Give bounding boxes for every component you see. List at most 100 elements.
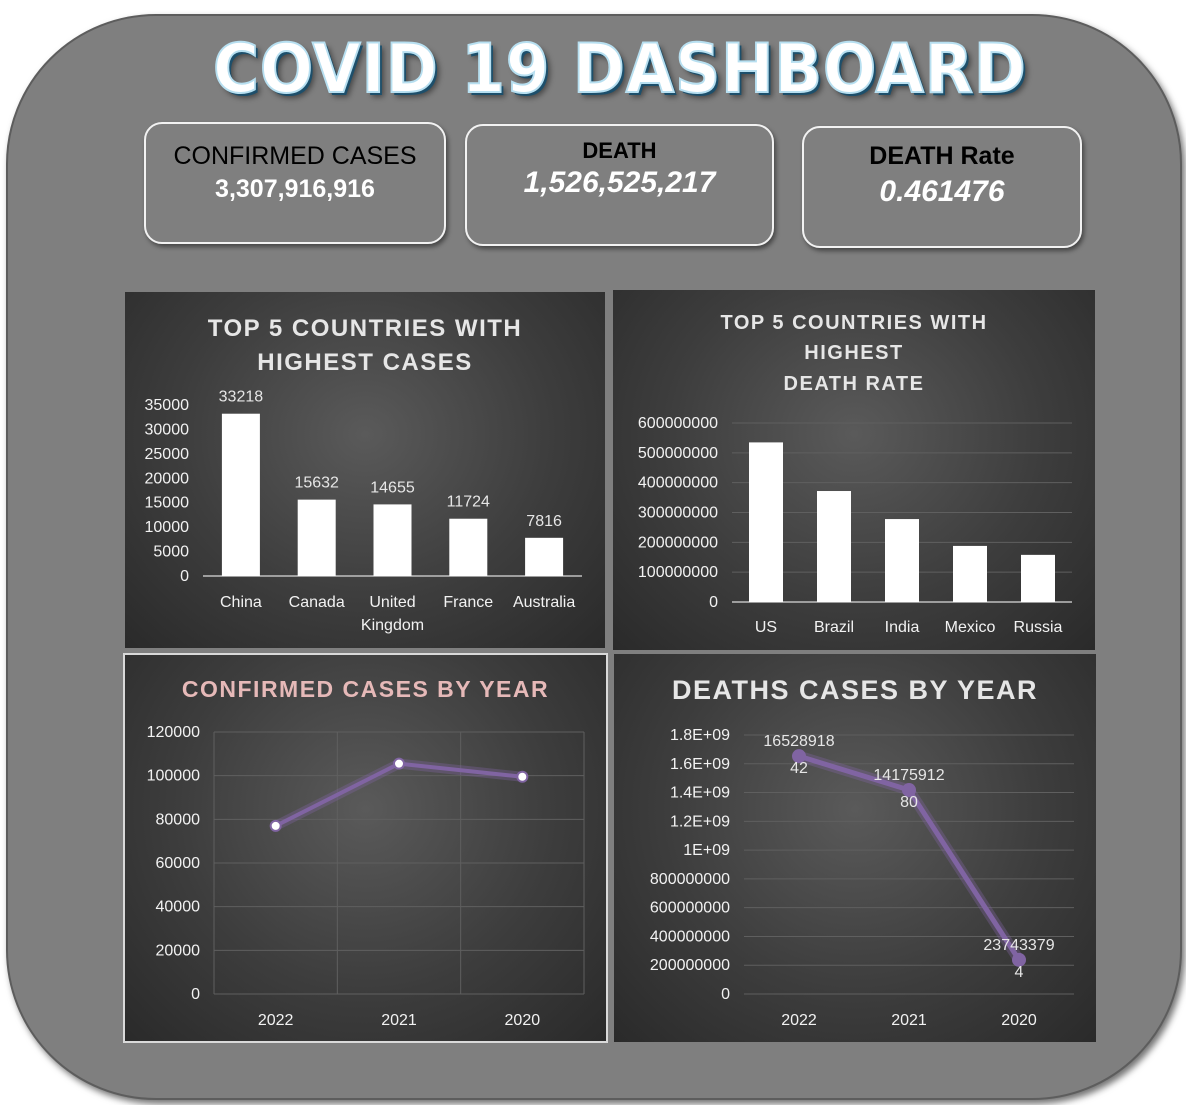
x-tick-label: 2020 <box>1001 1012 1037 1029</box>
bar <box>297 499 336 576</box>
x-tick-label: United <box>369 594 415 611</box>
data-label: 14655 <box>370 479 415 496</box>
y-tick-label: 35000 <box>145 397 190 414</box>
x-tick-label: US <box>755 619 777 636</box>
y-tick-label: 400000000 <box>650 928 730 945</box>
chart-deaths-by-year: DEATHS CASES BY YEAR 0 200000000 400000000 6… <box>650 675 1074 1029</box>
x-tick-label: Canada <box>289 594 345 611</box>
y-tick-label: 400000000 <box>638 475 718 492</box>
y-tick-label: 20000 <box>156 942 201 959</box>
bar <box>953 545 987 602</box>
data-point <box>792 749 806 764</box>
y-tick-label: 1E+09 <box>683 842 730 859</box>
chart-title: DEATH RATE <box>784 373 925 395</box>
data-point <box>1012 952 1026 967</box>
data-label: 14175912 <box>873 767 944 784</box>
x-tick-label: Kingdom <box>361 617 424 634</box>
x-tick-label: Brazil <box>814 619 854 636</box>
y-tick-label: 1.8E+09 <box>670 727 730 744</box>
chart-panel-top-death-rate: TOP 5 COUNTRIES WITH HIGHEST DEATH RATE 0 10… <box>613 290 1095 650</box>
y-tick-label: 20000 <box>145 470 190 487</box>
kpi-confirmed-label: CONFIRMED CASES <box>173 142 417 170</box>
chart-title: CONFIRMED CASES BY YEAR <box>182 676 549 702</box>
y-tick-label: 800000000 <box>650 871 730 888</box>
chart-confirmed-by-year: CONFIRMED CASES BY YEAR 0 20000 40000 60000 8… <box>147 676 585 1029</box>
y-tick-label: 600000000 <box>638 415 718 432</box>
x-tick-label: 2021 <box>891 1012 927 1029</box>
chart-title: DEATHS CASES BY YEAR <box>672 675 1038 705</box>
bar <box>885 519 919 602</box>
data-point <box>393 757 405 770</box>
y-tick-label: 25000 <box>145 446 190 463</box>
chart-top-death-rate: TOP 5 COUNTRIES WITH HIGHEST DEATH RATE 0 10… <box>638 312 1072 636</box>
kpi-confirmed-value: 3,307,916,916 <box>215 175 375 203</box>
x-tick-label: 2021 <box>381 1012 417 1029</box>
chart-title: HIGHEST CASES <box>257 349 473 376</box>
chart-title: TOP 5 COUNTRIES WITH <box>208 315 522 342</box>
y-tick-label: 600000000 <box>650 900 730 917</box>
y-tick-label: 1.6E+09 <box>670 756 730 773</box>
data-label: 42 <box>790 760 808 777</box>
x-tick-label: Australia <box>513 594 575 611</box>
y-tick-label: 5000 <box>153 544 189 561</box>
data-label: 4 <box>1015 964 1024 981</box>
data-label: 7816 <box>526 513 562 530</box>
bar <box>817 491 851 602</box>
chart-panel-top-cases: TOP 5 COUNTRIES WITH HIGHEST CASES 0 5000 10… <box>125 292 605 648</box>
y-tick-label: 60000 <box>156 855 201 872</box>
y-tick-label: 100000 <box>147 768 200 785</box>
bar <box>749 442 783 602</box>
x-tick-label: France <box>443 594 493 611</box>
kpi-death-card: DEATH 1,526,525,217 <box>465 124 774 246</box>
data-label: 23743379 <box>983 937 1054 954</box>
data-label: 15632 <box>294 475 339 492</box>
data-label: 33218 <box>219 389 264 406</box>
kpi-death-rate-label: DEATH Rate <box>869 142 1015 170</box>
y-tick-label: 100000000 <box>638 564 718 581</box>
bar <box>1021 554 1055 602</box>
dashboard-title: COVID 19 DASHBOARD <box>212 29 1027 110</box>
data-label: 80 <box>900 794 918 811</box>
kpi-death-rate-value: 0.461476 <box>879 175 1005 208</box>
chart-panel-confirmed-by-year: CONFIRMED CASES BY YEAR 0 20000 40000 60000 8… <box>123 653 608 1043</box>
y-tick-label: 0 <box>721 986 730 1003</box>
data-label: 11724 <box>447 494 490 511</box>
y-tick-label: 1.4E+09 <box>670 785 730 802</box>
kpi-death-label: DEATH <box>582 138 657 163</box>
y-tick-label: 300000000 <box>638 505 718 522</box>
y-tick-label: 1.2E+09 <box>670 813 730 830</box>
y-tick-label: 10000 <box>145 519 190 536</box>
y-tick-label: 200000000 <box>650 957 730 974</box>
data-point <box>902 783 916 798</box>
bar <box>373 504 412 576</box>
y-tick-label: 0 <box>709 594 718 611</box>
series-line <box>274 761 523 828</box>
x-tick-label: China <box>220 594 262 611</box>
x-tick-label: 2022 <box>781 1012 817 1029</box>
y-tick-label: 200000000 <box>638 534 718 551</box>
data-label: 16528918 <box>763 733 834 750</box>
chart-top-cases: TOP 5 COUNTRIES WITH HIGHEST CASES 0 5000 10… <box>145 315 582 634</box>
kpi-confirmed-card: CONFIRMED CASES 3,307,916,916 <box>144 122 446 244</box>
y-tick-label: 0 <box>191 986 200 1003</box>
x-tick-label: 2020 <box>505 1012 541 1029</box>
y-tick-label: 0 <box>180 568 189 585</box>
y-tick-label: 40000 <box>156 899 201 916</box>
chart-panel-deaths-by-year: DEATHS CASES BY YEAR 0 200000000 400000000 6… <box>614 654 1096 1042</box>
y-tick-label: 500000000 <box>638 445 718 462</box>
x-tick-label: India <box>885 619 920 636</box>
y-tick-label: 80000 <box>156 811 201 828</box>
chart-title: HIGHEST <box>804 342 903 364</box>
bar <box>221 413 260 576</box>
kpi-death-value: 1,526,525,217 <box>523 166 716 199</box>
data-point <box>516 770 529 783</box>
bar <box>525 537 564 576</box>
kpi-death-rate-card: DEATH Rate 0.461476 <box>802 126 1082 248</box>
y-tick-label: 120000 <box>147 724 200 741</box>
x-tick-label: Russia <box>1014 619 1063 636</box>
y-tick-label: 15000 <box>145 495 190 512</box>
chart-title: TOP 5 COUNTRIES WITH <box>720 312 987 334</box>
x-tick-label: Mexico <box>945 619 996 636</box>
x-tick-label: 2022 <box>258 1012 294 1029</box>
bar <box>449 518 488 576</box>
